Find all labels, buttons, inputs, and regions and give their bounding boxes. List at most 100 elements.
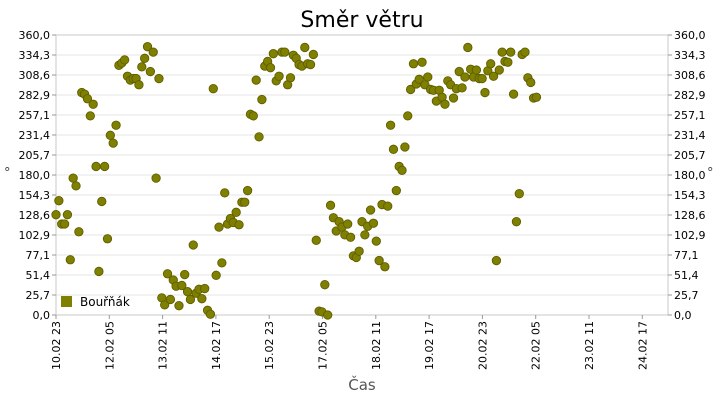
x-tick-label: 22.02 05 <box>530 321 543 370</box>
data-point <box>71 181 81 191</box>
data-point <box>391 185 401 196</box>
data-point <box>97 196 107 207</box>
x-tick-label: 24.02 17 <box>636 321 649 370</box>
data-point <box>254 132 264 142</box>
chart-title: Směr větru <box>300 8 423 33</box>
axis-layer: 360,0 360,0 334,3 334,3 308,6 308,6 282,9 282,9… <box>19 29 706 370</box>
data-point <box>463 42 473 53</box>
y-tick-label-right: 308,6 <box>674 69 706 82</box>
y-tick-label-left: 154,3 <box>19 189 51 202</box>
y-tick-label-right: 282,9 <box>674 89 706 102</box>
y-tick-label-right: 205,7 <box>674 149 706 162</box>
data-point <box>354 246 364 256</box>
grid-layer <box>56 34 668 316</box>
y-tick-label-left: 282,9 <box>19 89 51 102</box>
data-point <box>526 77 536 88</box>
data-point <box>323 310 333 320</box>
data-point <box>99 161 110 172</box>
data-point <box>119 55 130 65</box>
data-point <box>497 47 507 57</box>
data-point <box>200 283 210 294</box>
data-point <box>325 200 336 210</box>
data-point <box>308 49 319 60</box>
x-tick-label: 12.02 05 <box>103 321 116 370</box>
data-point <box>188 240 198 250</box>
data-point <box>82 94 93 104</box>
data-point <box>174 301 184 311</box>
data-point <box>177 280 187 291</box>
data-point <box>102 234 113 244</box>
y-tick-label-right: 231,4 <box>674 129 706 142</box>
data-point <box>457 83 467 93</box>
data-point <box>154 73 164 84</box>
data-point <box>231 207 241 217</box>
data-point <box>108 138 118 148</box>
y-tick-label-left: 231,4 <box>19 129 51 142</box>
data-point <box>285 73 296 83</box>
data-point <box>408 59 419 69</box>
x-tick-label: 23.02 11 <box>583 321 596 370</box>
x-tick-label: 14.02 17 <box>210 321 223 370</box>
data-point <box>414 74 424 84</box>
data-point <box>197 294 207 304</box>
legend-label: Bouřňák <box>80 295 130 309</box>
data-point <box>242 185 253 196</box>
data-point <box>480 87 490 98</box>
data-point <box>151 173 161 183</box>
data-point <box>59 219 70 229</box>
data-point <box>185 294 196 305</box>
y-tick-label-right: 128,6 <box>674 209 706 222</box>
data-point <box>494 65 504 75</box>
data-point <box>240 197 250 207</box>
data-point <box>220 188 230 198</box>
data-point <box>137 62 147 72</box>
data-point <box>214 222 224 232</box>
y-tick-label-right: 257,1 <box>674 109 706 122</box>
data-point <box>268 49 278 59</box>
data-point <box>148 47 158 57</box>
data-point <box>248 111 258 121</box>
data-point <box>140 53 150 63</box>
data-point <box>345 232 356 242</box>
x-axis-title: Čas <box>348 375 376 394</box>
data-point <box>471 65 482 75</box>
data-point <box>383 201 393 211</box>
data-point <box>142 42 153 52</box>
data-point <box>477 73 487 84</box>
y-tick-label-left: 360,0 <box>19 29 51 42</box>
data-point <box>520 47 530 57</box>
data-point <box>208 84 218 94</box>
data-point <box>388 144 399 154</box>
y-axis-title-right: ° <box>707 166 714 181</box>
data-point <box>162 269 173 279</box>
data-point <box>180 269 190 280</box>
data-point <box>343 219 353 229</box>
y-axis-title-left: ° <box>4 166 11 181</box>
data-point <box>251 75 261 85</box>
legend: Bouřňák <box>61 295 130 309</box>
y-tick-label-right: 360,0 <box>674 29 706 42</box>
data-point <box>503 57 513 67</box>
data-point <box>417 57 427 67</box>
data-point <box>65 255 75 265</box>
data-point <box>405 84 416 95</box>
data-point <box>274 71 284 81</box>
data-point <box>160 300 170 310</box>
data-point <box>74 227 84 237</box>
data-point <box>88 99 98 109</box>
data-point <box>385 120 396 130</box>
y-tick-label-right: 334,3 <box>674 49 706 62</box>
data-point <box>62 210 73 220</box>
y-tick-label-left: 205,7 <box>19 149 51 162</box>
y-tick-label-left: 102,9 <box>19 229 51 242</box>
data-point <box>165 294 176 305</box>
data-point <box>320 280 330 290</box>
x-tick-label: 17.02 05 <box>317 321 330 370</box>
y-tick-label-right: 180,0 <box>674 169 706 182</box>
data-point <box>360 230 370 240</box>
y-tick-label-left: 51,4 <box>26 269 51 282</box>
x-tick-label: 19.02 17 <box>423 321 436 370</box>
legend-swatch <box>61 296 72 307</box>
